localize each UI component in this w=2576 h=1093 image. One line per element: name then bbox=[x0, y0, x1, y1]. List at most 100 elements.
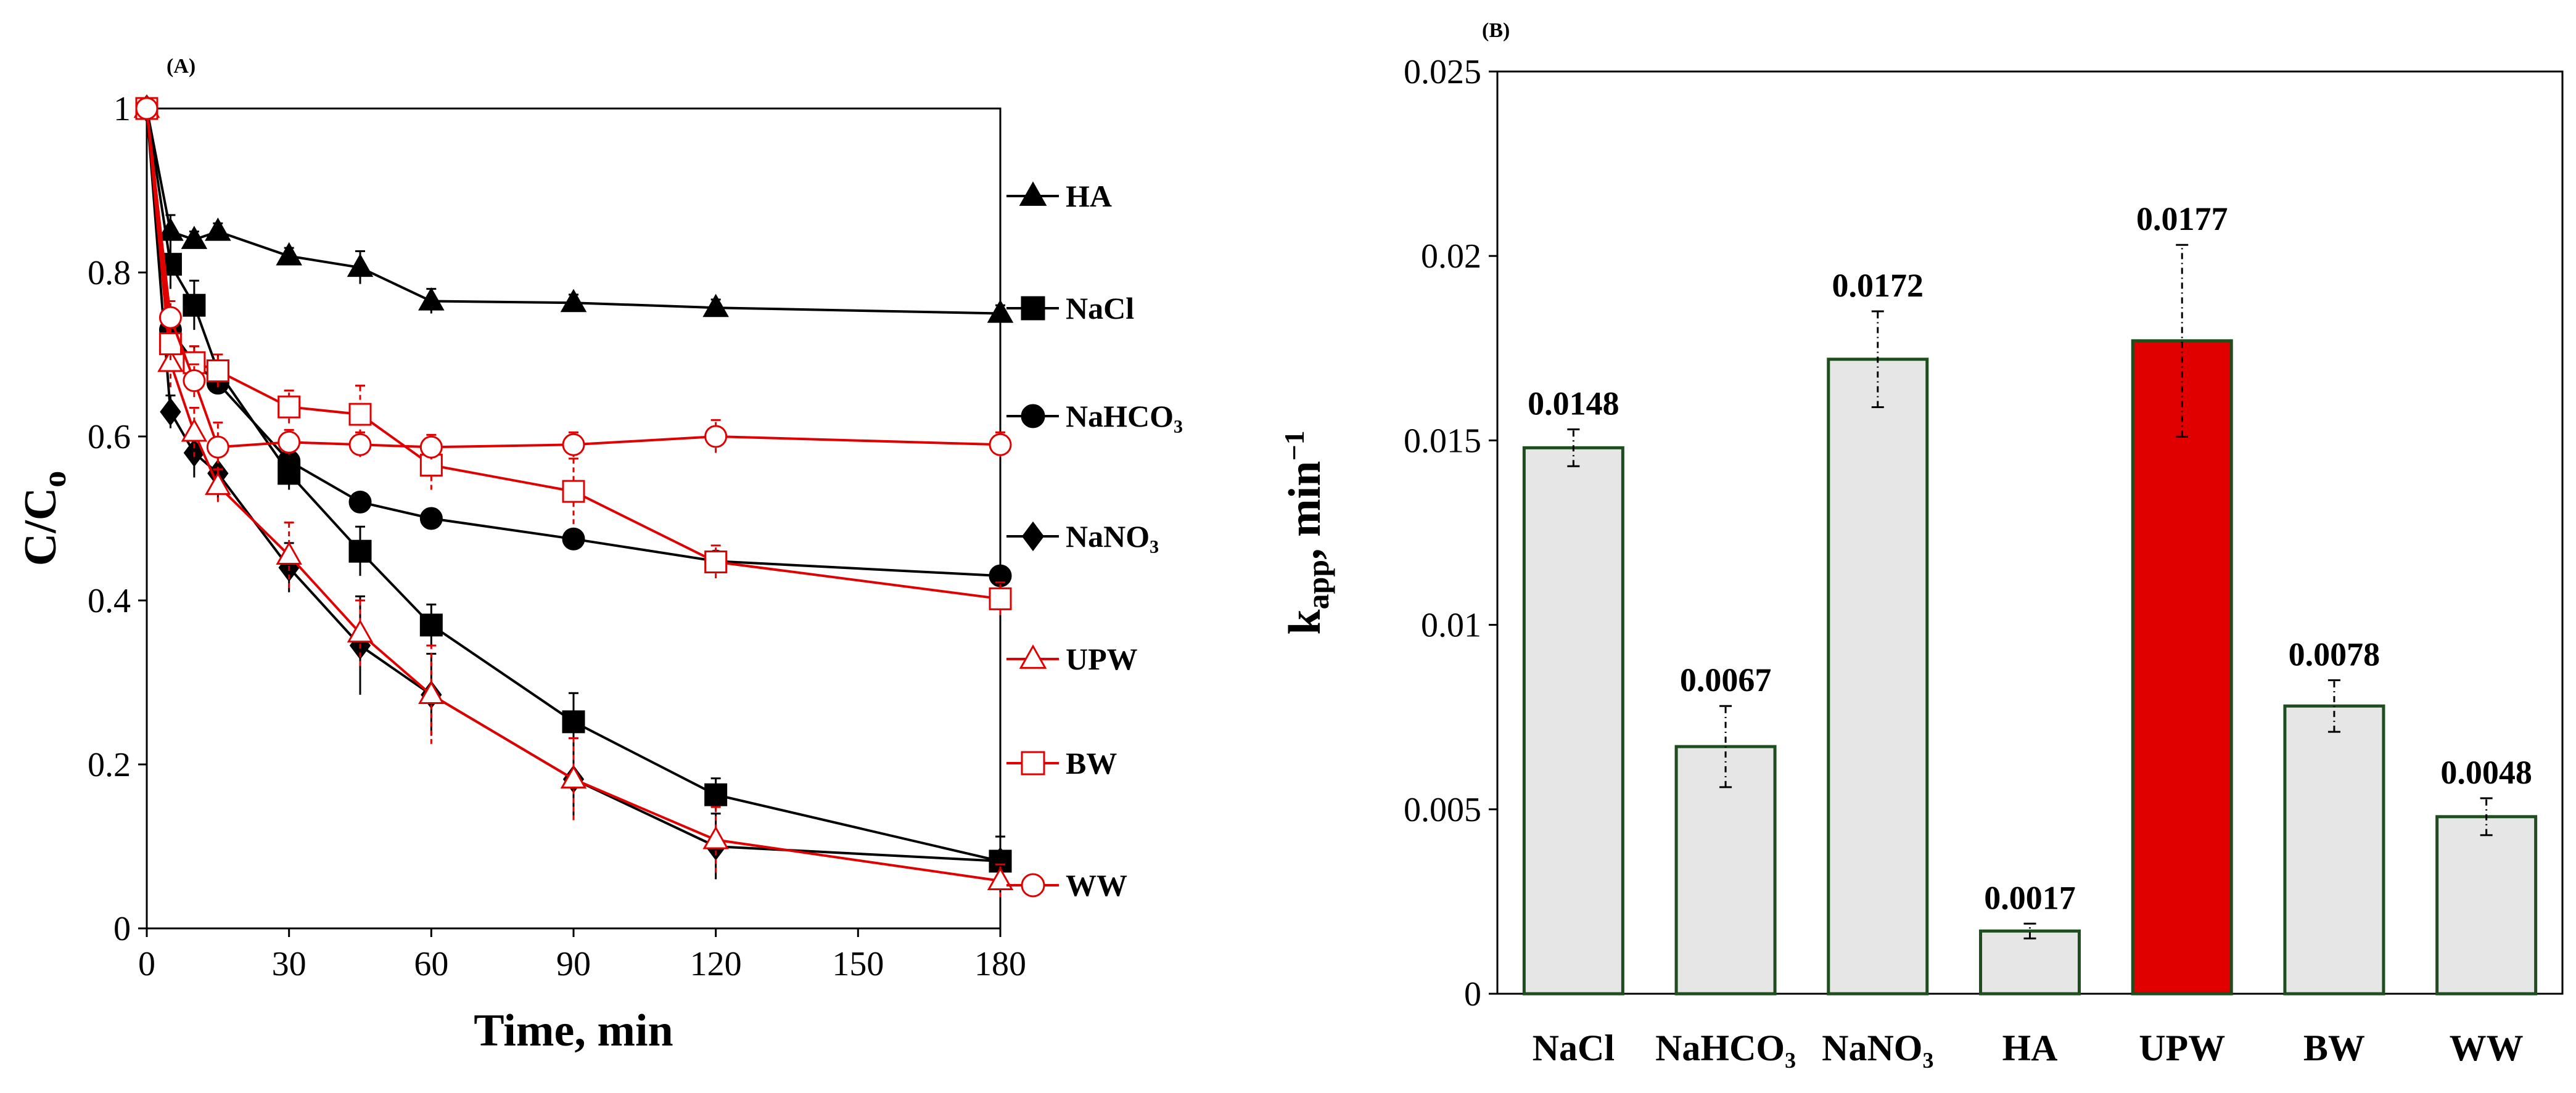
data-point bbox=[183, 369, 206, 393]
data-point bbox=[347, 253, 374, 277]
series-ww bbox=[135, 97, 1012, 472]
data-point bbox=[704, 550, 728, 573]
legend-label: NaHCO₃ bbox=[1066, 399, 1183, 433]
panel-a: (A) 0 0.2 0.4 0.6 0.8 1 0 30 60 90 120 150 180 HA Na… bbox=[15, 55, 1183, 1056]
data-point bbox=[419, 613, 443, 637]
legend-marker bbox=[1021, 404, 1045, 428]
panel-b-plot-area bbox=[1496, 70, 2564, 995]
legend-marker bbox=[1021, 873, 1045, 898]
category-label: NaHCO₃ bbox=[1655, 1028, 1796, 1068]
data-point bbox=[276, 541, 302, 565]
data-point bbox=[160, 398, 181, 427]
data-point bbox=[183, 293, 206, 317]
data-point bbox=[206, 435, 229, 459]
series-line bbox=[146, 108, 1001, 862]
data-point bbox=[418, 681, 445, 705]
legend-marker bbox=[1021, 521, 1045, 552]
panel-a-x-tick-label: 30 bbox=[272, 945, 307, 983]
bar-ww bbox=[2435, 815, 2538, 996]
series-line bbox=[146, 108, 1001, 600]
panel-a-x-axis: 0 30 60 90 120 150 180 bbox=[138, 928, 1026, 983]
panel-a-x-tick-label: 60 bbox=[414, 945, 448, 983]
panel-b-y-axis-title: kapp, min−1 bbox=[1278, 430, 1335, 634]
legend-label: WW bbox=[1066, 868, 1127, 903]
data-label: 0.0067 bbox=[1680, 661, 1772, 698]
data-label: 0.0048 bbox=[2440, 754, 2532, 791]
data-point bbox=[347, 619, 374, 643]
panel-a-y-axis-title: C/Co bbox=[15, 471, 73, 566]
data-point bbox=[562, 480, 585, 503]
data-point bbox=[276, 242, 302, 266]
panel-a-x-tick-label: 180 bbox=[974, 945, 1026, 983]
data-label: 0.0148 bbox=[1528, 385, 1619, 422]
data-point bbox=[560, 289, 587, 313]
data-point bbox=[278, 430, 301, 454]
panel-b-label: (B) bbox=[1482, 19, 1510, 42]
data-point bbox=[702, 825, 729, 849]
data-label: 0.0078 bbox=[2289, 636, 2381, 673]
category-label: NaNO₃ bbox=[1822, 1028, 1933, 1068]
bar-nano bbox=[1827, 358, 1929, 996]
data-point bbox=[989, 587, 1012, 610]
data-point bbox=[158, 306, 182, 329]
data-point bbox=[419, 435, 443, 459]
panel-a-x-tick-label: 120 bbox=[690, 945, 742, 983]
data-label: 0.0017 bbox=[1984, 879, 2076, 916]
panel-b: (B) 0 0.005 0.01 0.015 0.02 0.025 0.0148 0.006… bbox=[1278, 19, 2564, 1068]
series-upw bbox=[133, 94, 1014, 898]
data-point bbox=[704, 783, 728, 806]
data-point bbox=[206, 359, 229, 383]
series-line bbox=[146, 108, 1001, 862]
legend-label: BW bbox=[1066, 746, 1117, 780]
panel-b-y-tick-label: 0.02 bbox=[1421, 237, 1481, 276]
panel-a-legend: HA NaCl NaHCO₃ NaNO₃ UPW BW WW bbox=[1006, 179, 1183, 903]
data-point bbox=[181, 418, 208, 442]
panel-a-y-tick-label: 0.2 bbox=[88, 746, 131, 784]
series-line bbox=[146, 108, 1001, 882]
data-point bbox=[135, 97, 158, 120]
panel-b-x-axis: NaCl NaHCO₃ NaNO₃ HA UPW BW WW bbox=[1533, 1028, 2524, 1068]
category-label: HA bbox=[2002, 1028, 2058, 1068]
series-line bbox=[146, 108, 1001, 315]
panel-b-y-tick-label: 0.005 bbox=[1404, 791, 1481, 829]
series-line bbox=[146, 108, 1001, 449]
panel-a-x-tick-label: 150 bbox=[832, 945, 884, 983]
legend-marker bbox=[1019, 181, 1047, 206]
legend-marker bbox=[1019, 644, 1047, 669]
data-point bbox=[989, 433, 1012, 456]
panel-b-y-tick-label: 0.015 bbox=[1404, 422, 1481, 460]
legend-label: NaCl bbox=[1066, 291, 1134, 325]
data-point bbox=[419, 454, 443, 477]
data-point bbox=[348, 539, 372, 563]
panel-a-x-tick-label: 0 bbox=[138, 945, 155, 983]
data-label: 0.0172 bbox=[1832, 267, 1924, 304]
data-point bbox=[205, 472, 231, 495]
panel-a-y-tick-label: 0 bbox=[113, 910, 131, 948]
data-point bbox=[157, 348, 184, 372]
data-point bbox=[560, 765, 587, 789]
legend-label: NaNO₃ bbox=[1066, 519, 1159, 554]
data-point bbox=[562, 527, 585, 551]
data-point bbox=[181, 226, 208, 249]
data-point bbox=[278, 395, 301, 419]
category-label: BW bbox=[2303, 1028, 2365, 1068]
panel-b-y-tick-label: 0.01 bbox=[1421, 607, 1481, 645]
bar-nacl bbox=[1522, 446, 1624, 996]
data-point bbox=[348, 403, 372, 426]
legend-marker bbox=[1021, 296, 1045, 321]
data-label: 0.0177 bbox=[2136, 200, 2228, 237]
panel-a-y-axis: 0 0.2 0.4 0.6 0.8 1 bbox=[88, 90, 147, 948]
data-point bbox=[419, 507, 443, 530]
legend-label: HA bbox=[1066, 179, 1112, 213]
panel-a-y-tick-label: 0.6 bbox=[88, 418, 131, 456]
data-point bbox=[418, 287, 445, 311]
category-label: NaCl bbox=[1533, 1028, 1615, 1068]
bar-ha bbox=[1979, 929, 2081, 996]
panel-a-x-tick-label: 90 bbox=[556, 945, 591, 983]
data-point bbox=[987, 299, 1014, 323]
panel-b-y-axis: 0 0.005 0.01 0.015 0.02 0.025 bbox=[1404, 53, 1497, 1013]
panel-a-x-axis-title: Time, min bbox=[474, 1005, 673, 1056]
series-ha bbox=[133, 94, 1014, 323]
panel-a-label: (A) bbox=[167, 55, 195, 78]
